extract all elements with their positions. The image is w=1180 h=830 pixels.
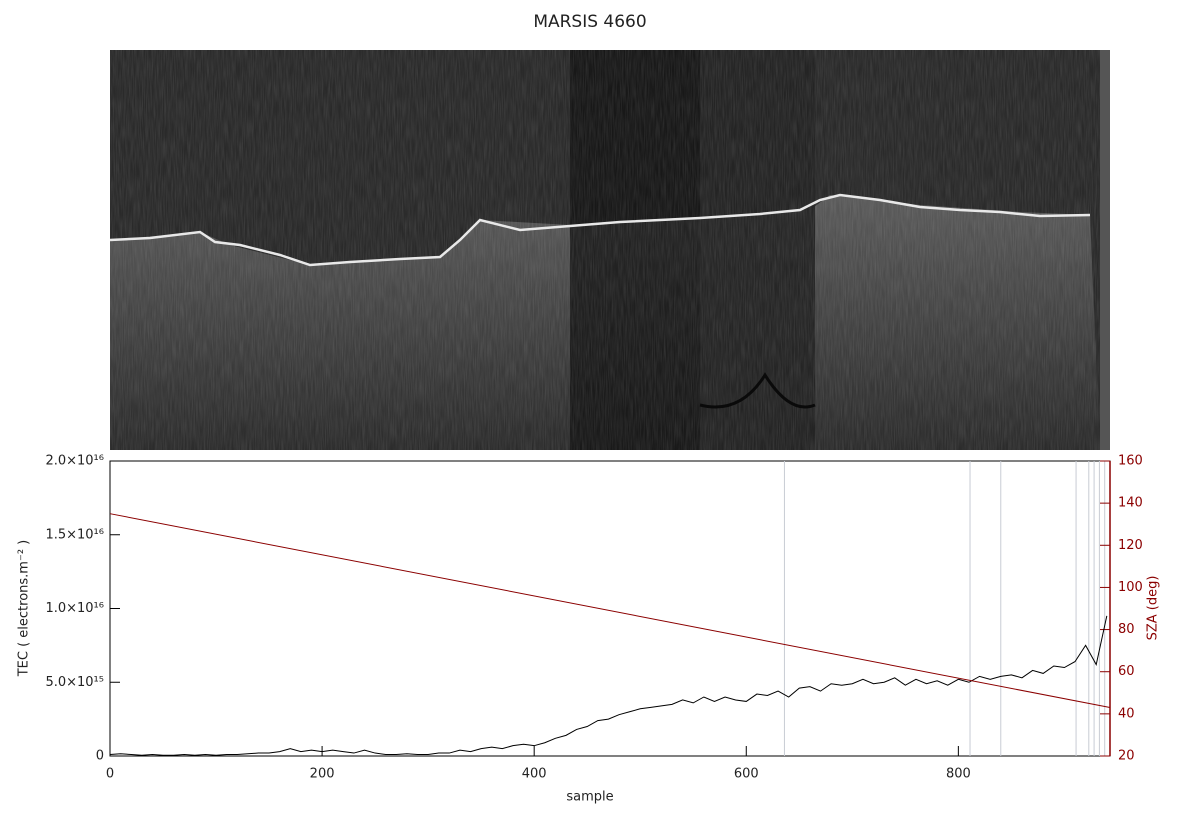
x-tick-label: 600 <box>734 767 759 782</box>
y-tick-label: 5.0×10¹⁵ <box>45 675 104 690</box>
x-tick-label: 400 <box>522 767 547 782</box>
y-tick-label: 2.0×10¹⁶ <box>45 454 104 469</box>
y-tick-label: 1.0×10¹⁶ <box>45 601 104 616</box>
y2-tick-label: 160 <box>1118 454 1143 469</box>
y2-tick-label: 120 <box>1118 538 1143 553</box>
x-tick-label: 200 <box>310 767 335 782</box>
plot-frame <box>109 460 1111 757</box>
y-tick-label: 0 <box>96 749 104 764</box>
chart-title: MARSIS 4660 <box>533 12 646 32</box>
y2-axis-label: SZA (deg) <box>1146 576 1161 641</box>
x-axis-label: sample <box>566 790 613 805</box>
data-line <box>109 615 1108 756</box>
x-tick-label: 0 <box>106 767 114 782</box>
radargram <box>109 50 1110 450</box>
y2-tick-label: 140 <box>1118 496 1143 511</box>
y-tick-label: 1.5×10¹⁶ <box>45 527 104 542</box>
data-line <box>109 513 1111 709</box>
y2-tick-label: 60 <box>1118 664 1135 679</box>
y-axis-label: TEC ( electrons.m⁻² ) <box>17 540 32 678</box>
y2-tick-label: 100 <box>1118 580 1143 595</box>
x-tick-label: 800 <box>946 767 971 782</box>
y2-tick-label: 40 <box>1118 706 1135 721</box>
y2-tick-label: 20 <box>1118 749 1135 764</box>
y2-tick-label: 80 <box>1118 622 1135 637</box>
